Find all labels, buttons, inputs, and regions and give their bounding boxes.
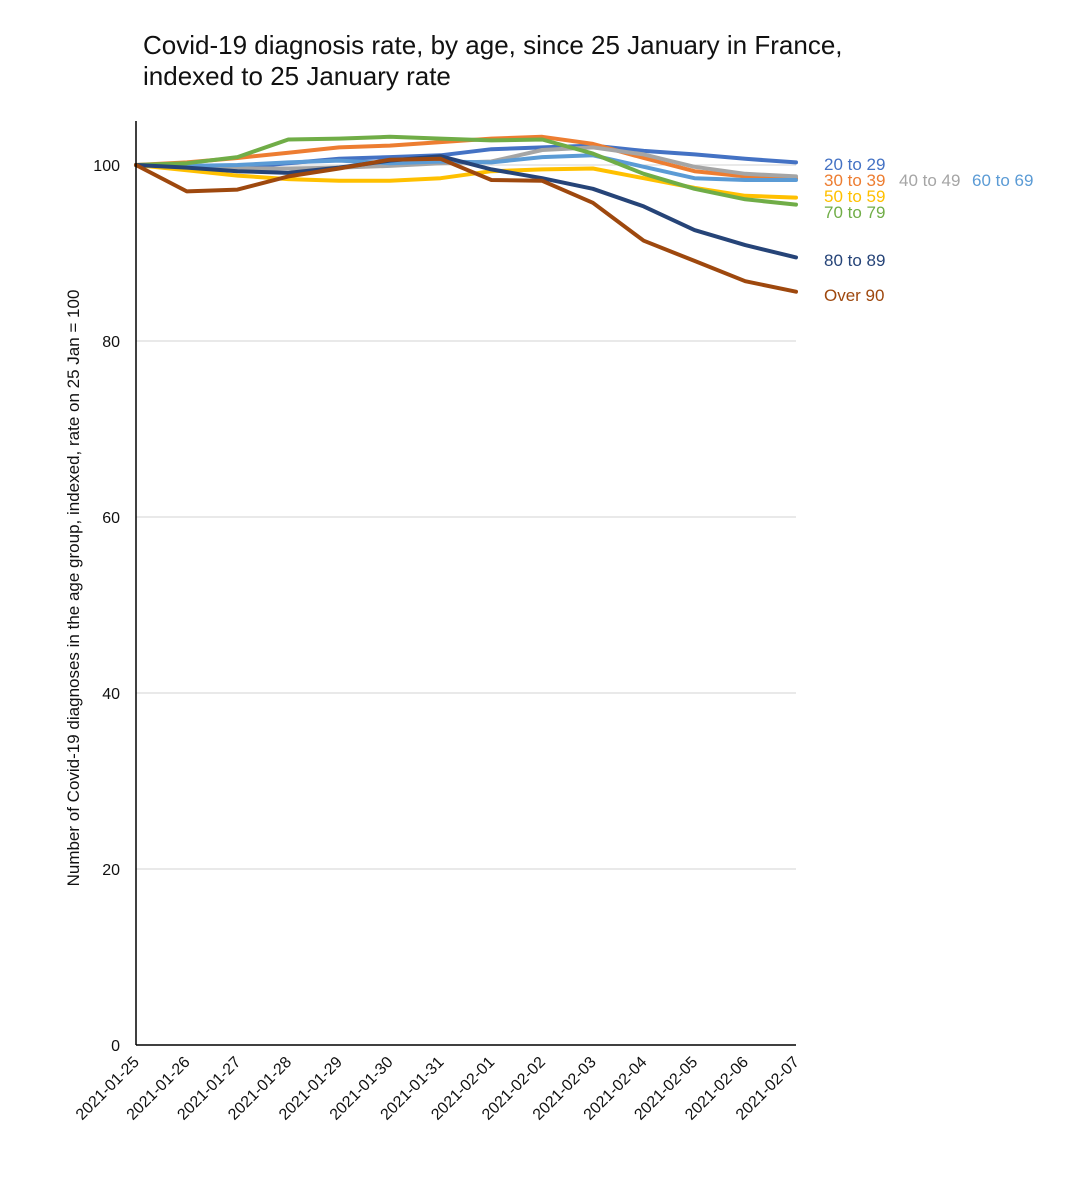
series-label-20-to-29: 20 to 29 (824, 155, 885, 174)
chart-title: Covid-19 diagnosis rate, by age, since 2… (143, 30, 843, 91)
series-label-over-90: Over 90 (824, 286, 884, 305)
series-lines (134, 134, 798, 294)
y-tick-label: 20 (102, 862, 120, 879)
y-tick-label: 80 (102, 334, 120, 351)
axes (135, 121, 796, 1046)
series-line-over-90 (134, 156, 798, 294)
y-tick-labels: 0 20 40 60 80 100 (93, 158, 120, 1055)
y-tick-label: 40 (102, 686, 120, 703)
y-tick-label: 100 (93, 158, 120, 175)
gridlines (136, 164, 796, 870)
series-label-80-to-89: 80 to 89 (824, 251, 885, 270)
series-line-70-to-79 (134, 134, 798, 207)
series-line-80-to-89 (134, 154, 798, 260)
y-tick-label: 0 (111, 1038, 120, 1055)
x-tick-labels: 2021-01-252021-01-262021-01-272021-01-28… (73, 1054, 803, 1124)
series-label-70-to-79: 70 to 79 (824, 203, 885, 222)
series-label-40-to-49: 40 to 49 (899, 171, 960, 190)
series-label-60-to-69: 60 to 69 (972, 171, 1033, 190)
series-label-50-to-59: 50 to 59 (824, 187, 885, 206)
y-tick-label: 60 (102, 510, 120, 527)
series-label-30-to-39: 30 to 39 (824, 171, 885, 190)
